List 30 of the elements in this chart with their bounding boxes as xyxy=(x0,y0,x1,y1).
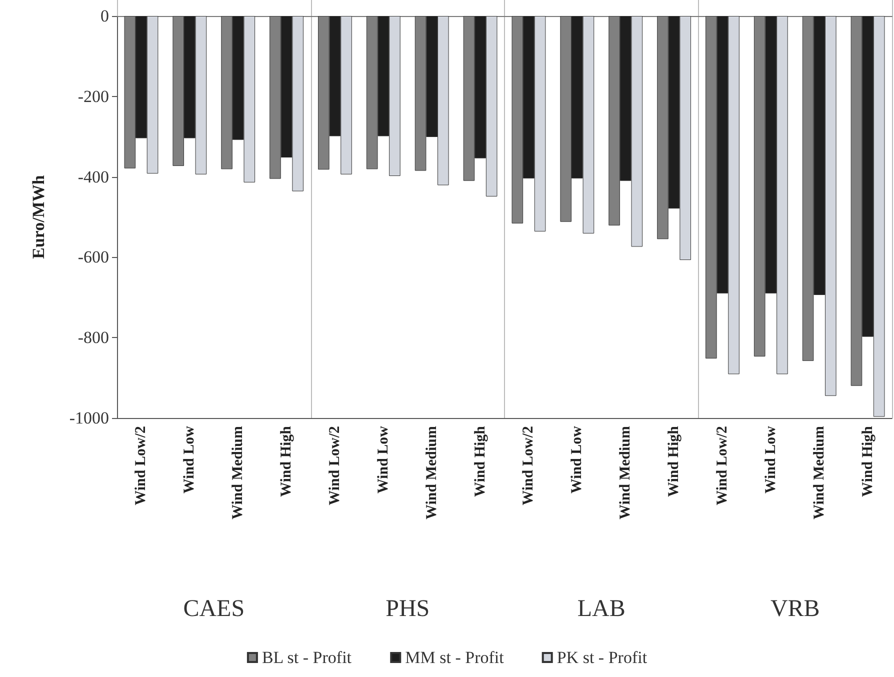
x-tick-label: Wind Low xyxy=(182,426,198,494)
y-tick-label: -1000 xyxy=(69,408,109,428)
y-tick-label: -200 xyxy=(78,86,109,106)
x-tick-label: Wind Low/2 xyxy=(714,426,730,506)
x-tick-label: Wind Medium xyxy=(811,426,828,520)
y-tick-label: 0 xyxy=(100,6,109,26)
x-tick-label: Wind Low/2 xyxy=(133,426,150,506)
text: PHS xyxy=(386,596,430,622)
x-tick-label: Wind Low/2 xyxy=(520,426,537,506)
x-tick-label: Wind High xyxy=(278,425,295,498)
y-axis-title: Euro/MWh xyxy=(29,174,48,259)
x-tick-label: Wind Low/2 xyxy=(326,426,343,506)
text: LAB xyxy=(577,596,626,622)
text: VRB xyxy=(770,596,820,622)
x-tick-label: Wind High xyxy=(472,425,488,498)
x-tick-label: Wind Low xyxy=(375,426,392,494)
x-tick-label: Wind Low xyxy=(569,426,586,494)
legend-label: PK st - Profit xyxy=(556,648,648,667)
y-tick-label: -600 xyxy=(78,248,109,267)
x-tick-label: Wind Medium xyxy=(230,426,246,520)
x-tick-label: Wind Medium xyxy=(618,426,634,520)
y-tick-label: -800 xyxy=(78,328,109,348)
legend-label: BL st - Profit xyxy=(262,648,352,667)
x-tick-label: Wind High xyxy=(666,425,682,498)
x-tick-label: Wind High xyxy=(860,425,876,498)
legend-label: MM st - Profit xyxy=(405,648,504,667)
y-tick-label: -400 xyxy=(78,167,109,186)
x-tick-label: Wind Low xyxy=(762,426,779,494)
text: CAES xyxy=(183,596,245,622)
x-tick-label: Wind Medium xyxy=(424,426,440,520)
